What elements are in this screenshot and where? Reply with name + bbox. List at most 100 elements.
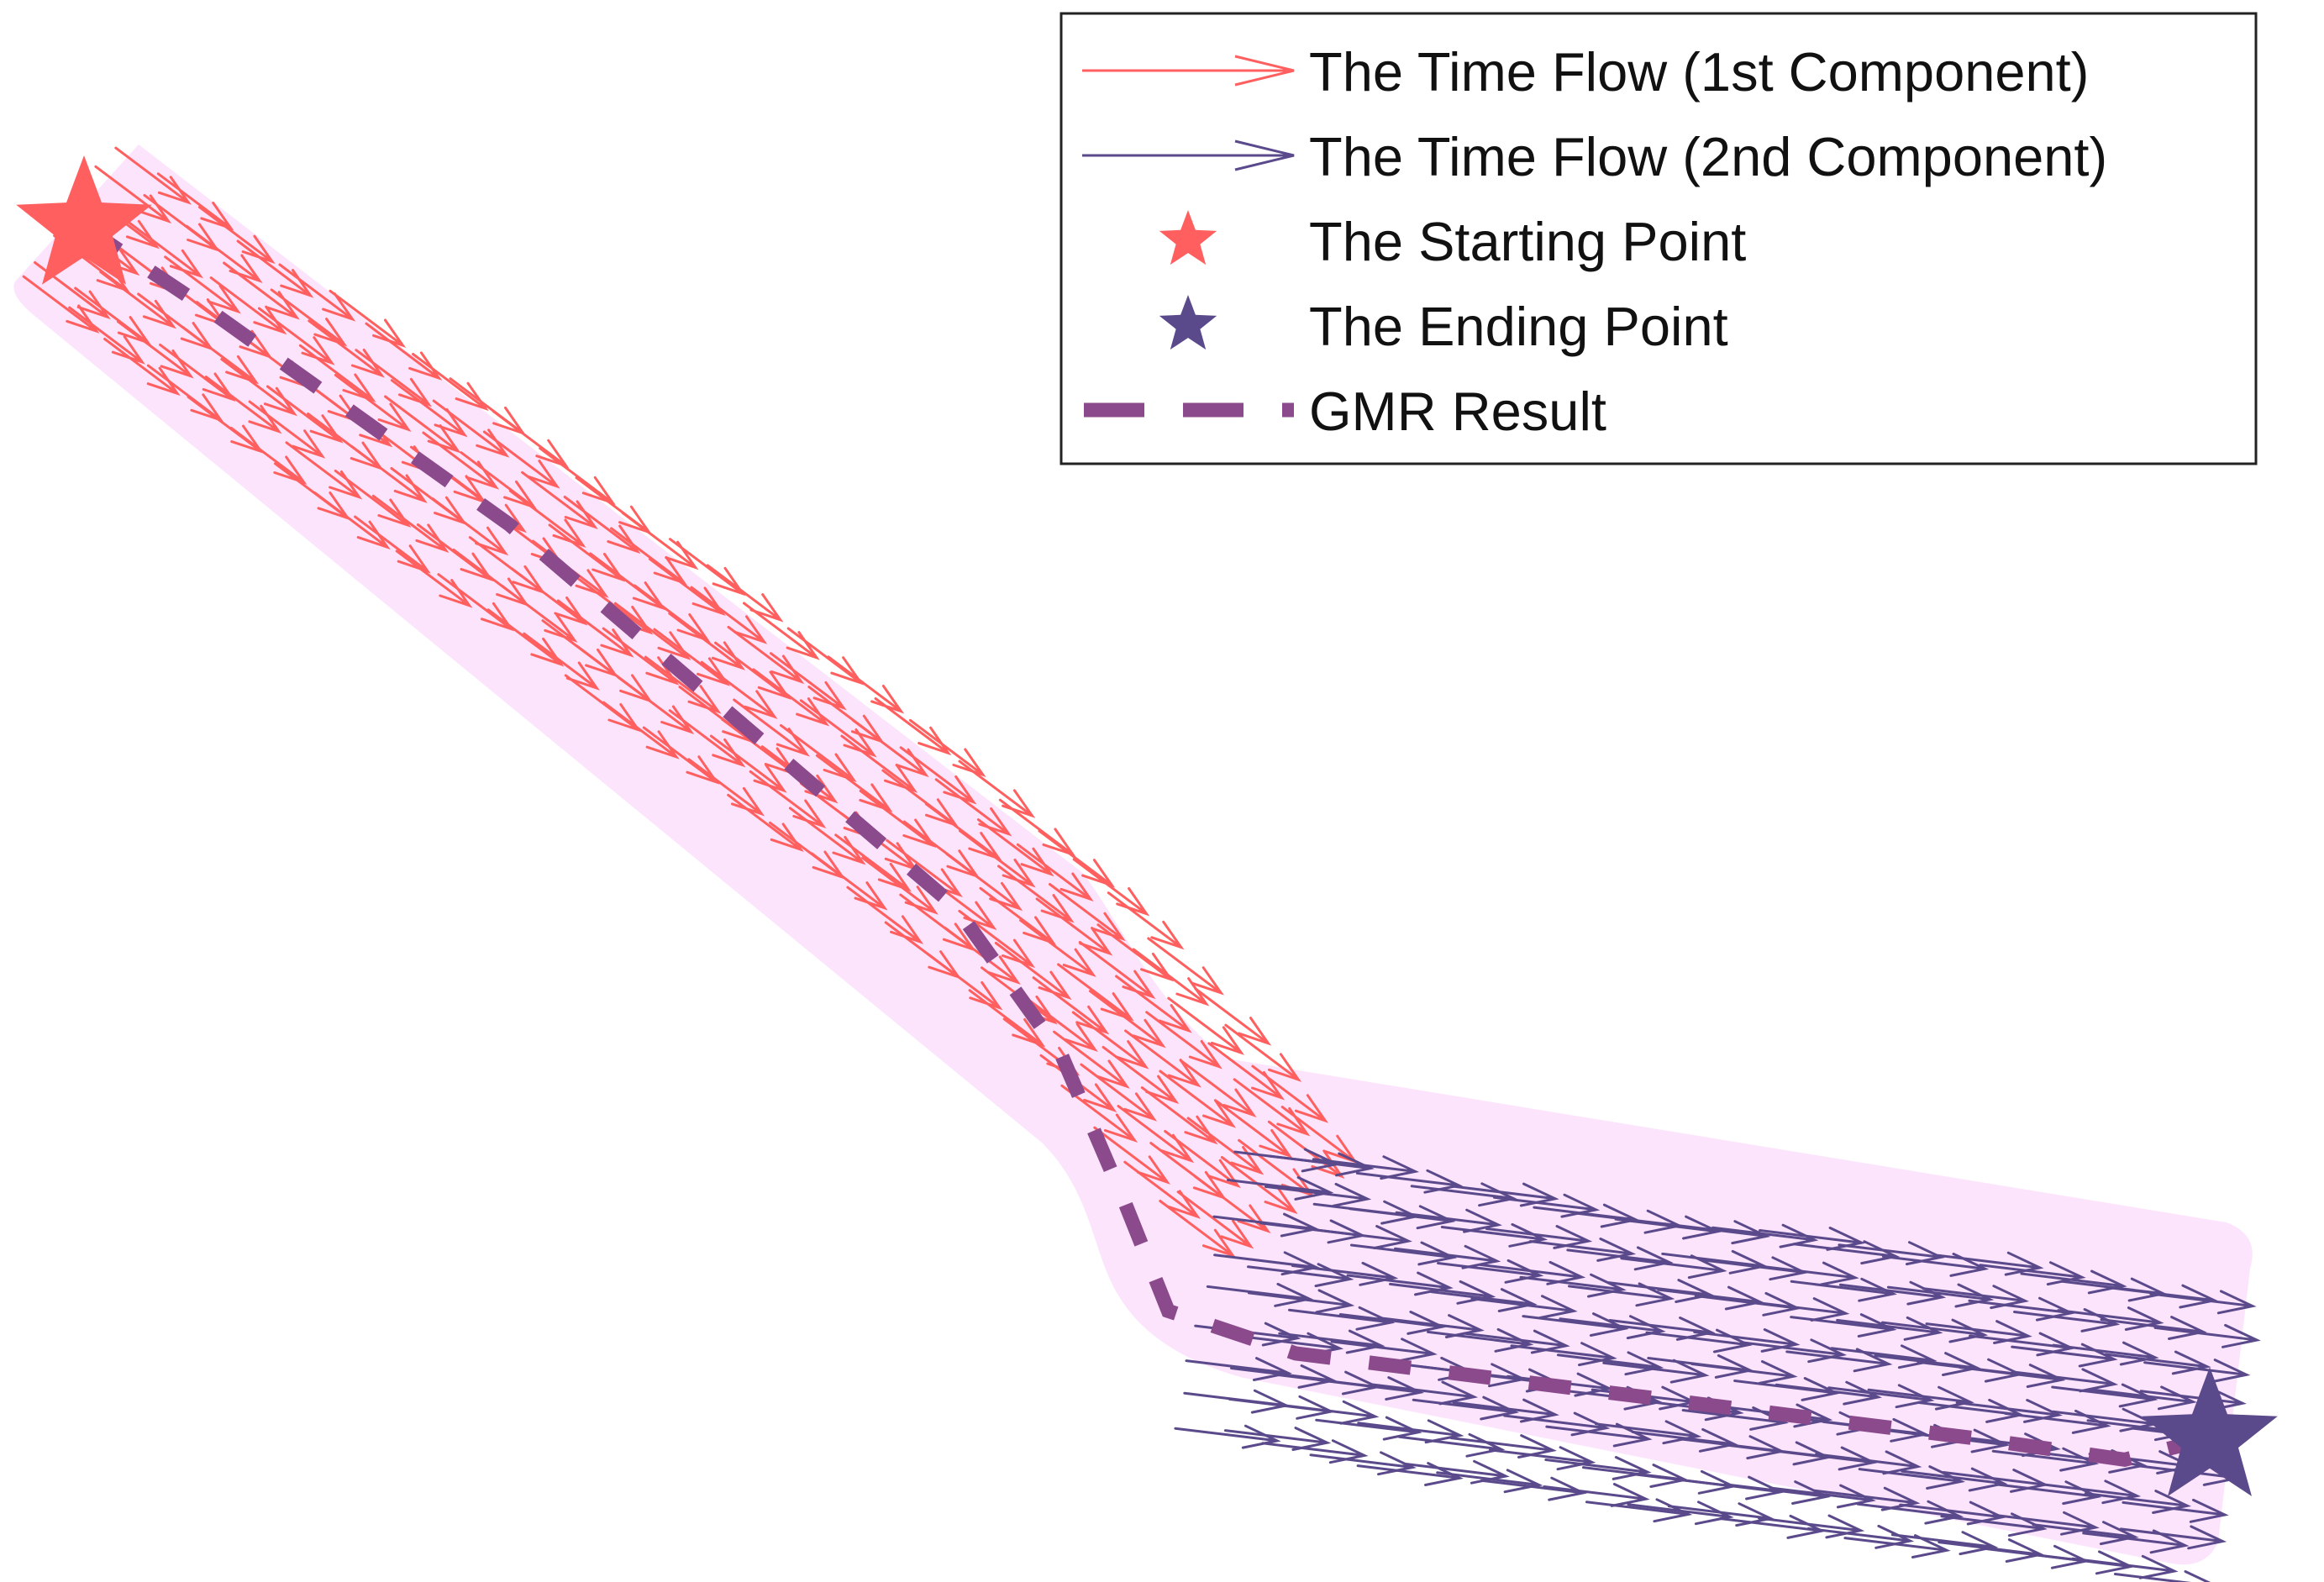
time-flow-arrow [1224,1023,1302,1082]
time-flow-arrow [1227,1176,1334,1201]
time-flow-arrow [1315,1416,1422,1441]
time-flow-2nd-component-arrows [1174,1148,2261,1582]
time-flow-arrow [1994,1480,2102,1506]
time-flow-arrow [979,886,1057,945]
time-flow-arrow [1357,1419,1464,1444]
time-flow-arrow [644,655,722,714]
time-flow-arrow [827,655,905,714]
time-flow-arrow [1711,1223,1819,1248]
time-flow-arrow [1071,1011,1149,1070]
time-flow-arrow [68,306,145,365]
time-flow-arrow [1194,987,1272,1046]
legend-entry-1st-component: The Time Flow (1st Component) [1082,41,2089,102]
time-flow-arrow [709,734,787,793]
time-flow-arrow [1815,1450,1922,1475]
time-flow-arrow [1206,1282,1314,1307]
time-flow-arrow [1743,1297,1850,1322]
time-flow-arrow [1858,1465,1966,1490]
time-flow-arrow [1427,1327,1534,1353]
time-flow-arrow [799,699,877,758]
time-flow-arrow [617,675,695,734]
time-flow-arrow [1992,1511,2100,1536]
time-flow-arrow [156,172,234,231]
time-flow-arrow [1519,1273,1627,1298]
time-flow-arrow [1955,1399,2063,1423]
time-flow-arrow [770,652,847,711]
time-flow-arrow [1102,1045,1180,1105]
time-flow-arrow [1566,1246,1674,1271]
time-flow-arrow [834,833,912,892]
time-flow-arrow [1757,1514,1865,1539]
time-flow-arrow [1991,1447,2100,1472]
time-flow-arrow [1836,1316,1943,1341]
time-flow-arrow [556,599,634,658]
time-flow-arrow [298,344,376,402]
time-flow-arrow [1115,975,1192,1033]
time-flow-arrow [1278,1329,1385,1354]
time-flow-arrow [815,754,893,812]
time-flow-arrow [1349,1205,1456,1230]
time-flow-arrow [1159,1070,1237,1128]
starting-point-star [16,155,152,285]
time-flow-arrow [1167,996,1245,1055]
time-flow-arrow [181,326,260,385]
time-flow-arrow [2153,1323,2261,1348]
time-flow-arrow [1346,1271,1454,1296]
time-flow-arrow [2143,1359,2251,1384]
time-flow-arrow [270,288,348,347]
time-flow-arrow [1830,1344,1938,1369]
time-flow-arrow [103,338,181,397]
time-flow-arrow [925,952,1003,1011]
time-flow-arrow [1886,1283,1995,1308]
time-flow-arrow [958,909,1036,969]
time-flow-arrow [1093,1126,1171,1185]
time-flow-arrow [1630,1469,1738,1495]
time-flow-arrow [1370,1380,1479,1406]
time-flow-arrow [1186,1117,1265,1175]
time-flow-arrow [1291,1261,1399,1286]
time-flow-arrow [539,447,616,506]
time-flow-arrow [1690,1360,1798,1385]
time-flow-arrow [1979,1261,2086,1286]
time-flow-arrow [1543,1483,1650,1507]
time-flow-arrow [431,497,509,556]
legend-entry-ending-point: The Ending Point [1159,295,1728,357]
time-flow-arrow [1559,1315,1666,1340]
time-flow-arrow [1759,1227,1866,1251]
time-flow-arrow [1176,1190,1254,1249]
time-flow-arrow [976,818,1054,877]
gmr-result-line [80,220,2212,1468]
time-flow-arrow [1305,1225,1412,1249]
time-flow-arrow [2020,1269,2127,1295]
time-flow-arrow [1117,1105,1195,1164]
time-flow-arrow [1053,1030,1130,1089]
time-flow-arrow [354,515,431,574]
time-flow-arrow [1838,1280,1947,1306]
time-flow-arrow [2119,1525,2227,1550]
time-flow-arrow [278,263,356,322]
time-flow-arrow [1545,1422,1653,1448]
time-flow-arrow [687,758,765,817]
legend: The Time Flow (1st Component) The Time F… [1059,12,2258,465]
time-flow-arrow [1124,1029,1201,1088]
time-flow-arrow [1123,1160,1201,1219]
time-flow-arrow [1489,1446,1596,1471]
time-flow-arrow [1627,1501,1734,1526]
time-flow-arrow [642,726,720,785]
time-flow-arrow [1309,1451,1417,1476]
time-flow-arrow [2104,1350,2211,1375]
time-flow-arrow [2149,1290,2257,1315]
time-flow-arrow [492,410,570,469]
ending-point-marker [2142,1367,2278,1496]
time-flow-arrow [114,146,192,205]
ending-point-star [2142,1367,2278,1496]
legend-entry-starting-point: The Starting Point [1159,210,1746,272]
time-flow-arrow [1223,1427,1332,1451]
time-flow-arrow [1132,948,1210,1006]
time-flow-arrow [994,942,1072,1001]
time-flow-arrow [727,625,805,685]
time-flow-arrow [1089,990,1166,1049]
time-flow-arrow [2057,1306,2164,1331]
time-flow-arrow [1267,1152,1375,1177]
